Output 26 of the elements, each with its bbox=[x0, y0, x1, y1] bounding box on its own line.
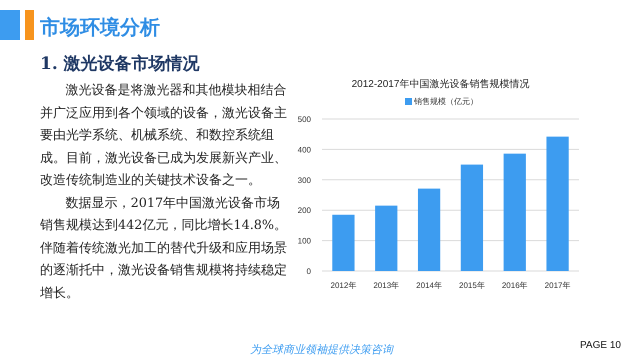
text: 数据显示，2017年中国激光设备市场销售规模达到442亿元，同比增长14.8%。伴随着传统激光加工的替代升级和应用场景的逐渐托中，激光设备销售规模将持续稳定增长。 bbox=[40, 194, 288, 302]
y-tick-label: 100 bbox=[298, 236, 312, 246]
text: 市场环境分析 bbox=[40, 14, 160, 41]
y-tick-label: 0 bbox=[306, 267, 312, 276]
text: 1. 激光设备市场情况 bbox=[40, 53, 200, 75]
x-tick-label: 2012年 bbox=[330, 281, 356, 290]
y-tick-label: 200 bbox=[298, 206, 312, 216]
x-tick-label: 2014年 bbox=[416, 281, 442, 290]
bar bbox=[418, 188, 440, 271]
x-tick-label: 2013年 bbox=[373, 281, 400, 290]
bar bbox=[504, 154, 526, 271]
y-tick-label: 300 bbox=[298, 176, 312, 185]
text: PAGE 10 bbox=[580, 340, 621, 351]
x-tick-label: 2016年 bbox=[502, 281, 528, 290]
x-tick-label: 2015年 bbox=[459, 281, 485, 290]
bar bbox=[460, 164, 484, 271]
chart-title: 2012-2017年中国激光设备销售规模情况 bbox=[352, 78, 530, 90]
text: 为全球商业领袖提供决策咨询 bbox=[250, 342, 393, 357]
text: 激光设备是将激光器和其他模块相结合并广泛应用到各个领域的设备，激光设备主要由光学系统、机械系统、和数控系统组成。目前，激光设备已成为发展新兴产业、改造传统制造业的关键技术设备之一。 bbox=[40, 82, 288, 190]
y-tick-label: 500 bbox=[298, 115, 312, 124]
bar bbox=[375, 206, 398, 271]
legend-label: 销售规模（亿元） bbox=[413, 97, 478, 106]
bar bbox=[546, 136, 569, 271]
y-tick-label: 400 bbox=[298, 145, 312, 154]
bar bbox=[332, 214, 355, 271]
x-tick-label: 2017年 bbox=[544, 281, 570, 290]
